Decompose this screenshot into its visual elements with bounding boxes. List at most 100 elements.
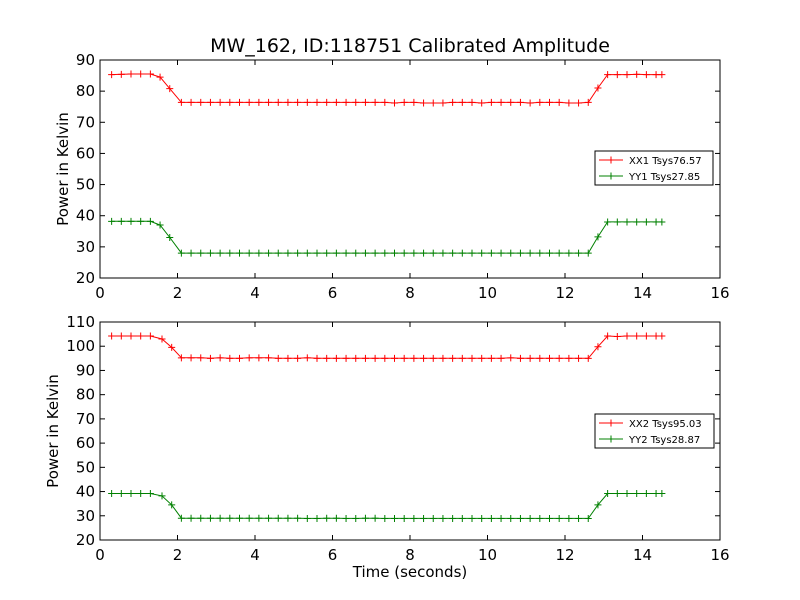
data-point bbox=[245, 514, 253, 522]
data-point bbox=[487, 249, 495, 257]
x-tick-label: 8 bbox=[405, 546, 415, 564]
data-point bbox=[206, 354, 214, 362]
data-point bbox=[226, 354, 234, 362]
data-point bbox=[381, 354, 389, 362]
x-tick-label: 2 bbox=[173, 546, 183, 564]
series-xx2 bbox=[108, 332, 666, 362]
data-point bbox=[546, 514, 553, 522]
y-tick-label: 70 bbox=[76, 410, 95, 428]
data-point bbox=[137, 217, 145, 225]
data-point bbox=[604, 489, 612, 497]
data-point bbox=[658, 71, 666, 79]
data-point bbox=[323, 249, 331, 257]
data-point bbox=[361, 249, 369, 257]
data-point bbox=[371, 249, 379, 257]
data-point bbox=[536, 354, 544, 362]
data-point bbox=[565, 354, 573, 362]
data-point bbox=[458, 98, 466, 106]
data-point bbox=[487, 98, 495, 106]
data-point bbox=[507, 354, 515, 362]
data-point bbox=[342, 354, 350, 362]
data-point bbox=[156, 73, 164, 81]
data-point bbox=[187, 514, 195, 522]
data-point bbox=[156, 221, 164, 229]
data-point bbox=[108, 489, 116, 497]
data-point bbox=[265, 354, 273, 362]
x-tick-label: 0 bbox=[95, 546, 105, 564]
y-tick-label: 100 bbox=[66, 337, 95, 355]
data-point bbox=[468, 514, 476, 522]
series-line bbox=[111, 73, 662, 104]
x-axis-label: Time (seconds) bbox=[352, 563, 468, 581]
legend: XX1 Tsys76.57 YY1 Tsys27.85 bbox=[594, 150, 714, 186]
data-point bbox=[137, 70, 145, 78]
legend-box bbox=[594, 150, 714, 186]
data-point bbox=[361, 514, 369, 522]
y-tick-label: 20 bbox=[76, 269, 95, 287]
x-tick-label: 0 bbox=[95, 284, 105, 302]
data-point bbox=[575, 99, 583, 107]
data-point bbox=[604, 218, 612, 226]
data-point bbox=[274, 354, 282, 362]
data-point bbox=[137, 489, 145, 497]
data-point bbox=[468, 249, 476, 257]
data-point bbox=[507, 249, 515, 257]
data-point bbox=[313, 98, 321, 106]
data-point bbox=[410, 354, 418, 362]
data-point bbox=[226, 514, 234, 522]
data-point bbox=[642, 332, 650, 340]
data-point bbox=[168, 343, 176, 351]
data-point bbox=[642, 218, 650, 226]
chart-title: MW_162, ID:118751 Calibrated Amplitude bbox=[210, 35, 610, 57]
series-line bbox=[111, 493, 662, 519]
data-point bbox=[177, 514, 185, 522]
data-point bbox=[146, 217, 154, 225]
series-line bbox=[111, 335, 662, 359]
data-point bbox=[216, 354, 224, 362]
data-point bbox=[420, 354, 428, 362]
data-point bbox=[303, 98, 311, 106]
data-point bbox=[197, 249, 205, 257]
data-point bbox=[420, 249, 428, 257]
series-xx1 bbox=[108, 70, 666, 107]
data-point bbox=[478, 99, 486, 107]
data-point bbox=[352, 98, 360, 106]
y-tick-label: 60 bbox=[76, 434, 95, 452]
data-point bbox=[478, 514, 486, 522]
data-point bbox=[546, 98, 553, 106]
data-point bbox=[468, 98, 476, 106]
data-point bbox=[410, 98, 418, 106]
y-tick-label: 110 bbox=[66, 313, 95, 331]
data-point bbox=[187, 98, 195, 106]
data-point bbox=[516, 98, 524, 106]
data-point bbox=[507, 98, 515, 106]
data-point bbox=[197, 354, 205, 362]
data-point bbox=[487, 354, 495, 362]
data-point bbox=[245, 98, 253, 106]
data-point bbox=[117, 70, 125, 78]
data-point bbox=[177, 354, 185, 362]
data-point bbox=[633, 218, 641, 226]
legend-label: YY2 Tsys28.87 bbox=[628, 435, 700, 446]
data-point bbox=[565, 249, 573, 257]
data-point bbox=[658, 218, 666, 226]
data-point bbox=[623, 71, 631, 79]
data-point bbox=[613, 71, 621, 79]
data-point bbox=[342, 98, 350, 106]
data-point bbox=[127, 332, 135, 340]
data-point bbox=[294, 514, 302, 522]
data-point bbox=[108, 71, 116, 79]
x-tick-label: 4 bbox=[250, 546, 260, 564]
data-point bbox=[633, 489, 641, 497]
data-point bbox=[117, 217, 125, 225]
data-point bbox=[303, 354, 311, 362]
data-point bbox=[642, 489, 650, 497]
data-point bbox=[623, 489, 631, 497]
data-point bbox=[623, 218, 631, 226]
y-axis-label: Power in Kelvin bbox=[44, 374, 62, 488]
data-point bbox=[555, 249, 563, 257]
data-point bbox=[478, 249, 486, 257]
data-point bbox=[265, 249, 273, 257]
data-point bbox=[449, 354, 457, 362]
